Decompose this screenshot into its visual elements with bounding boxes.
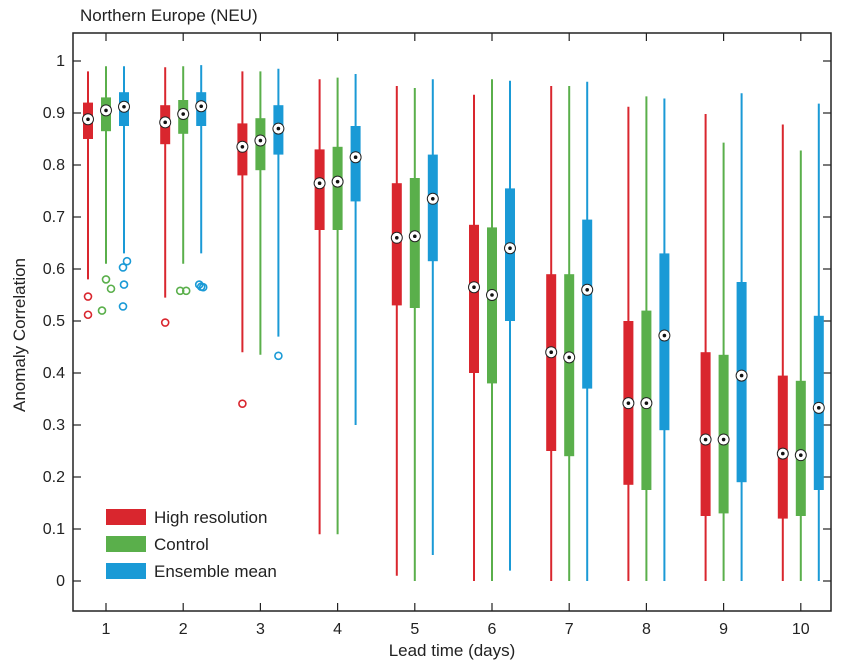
high-resolution-outlier <box>238 399 247 408</box>
y-tick-label: 0.7 <box>43 209 65 226</box>
x-tick-label: 5 <box>410 621 419 638</box>
x-axis-label: Lead time (days) <box>388 641 516 660</box>
ensemble-mean-box <box>659 253 670 431</box>
ensemble-mean-median-dot <box>662 333 667 338</box>
legend-swatch-ensemble-mean <box>106 563 146 579</box>
y-tick-label: 0.5 <box>43 313 65 330</box>
x-tick-label: 1 <box>102 621 111 638</box>
ensemble-mean-box <box>350 126 361 202</box>
control-median-dot <box>335 179 340 184</box>
high-resolution-box <box>391 183 402 306</box>
y-tick-label: 0.4 <box>43 365 65 382</box>
ensemble-mean-outlier <box>119 280 129 289</box>
control-median-dot <box>104 108 108 113</box>
legend-swatch-high-resolution <box>106 509 146 525</box>
control-median-dot <box>413 234 417 239</box>
high-resolution-outlier <box>83 292 93 301</box>
high-resolution-box <box>314 149 325 230</box>
high-resolution-median-dot <box>703 437 708 442</box>
control-median-dot <box>644 401 649 405</box>
ensemble-mean-outlier <box>198 282 208 292</box>
high-resolution-median-dot <box>317 181 322 185</box>
box-series <box>82 65 825 581</box>
control-median-dot <box>181 112 185 116</box>
ensemble-mean-median-dot <box>508 246 512 250</box>
x-tick-label: 2 <box>179 621 188 638</box>
legend-label-ensemble-mean: Ensemble mean <box>154 562 277 581</box>
x-tick-label: 9 <box>719 621 728 638</box>
control-median-dot <box>258 138 263 143</box>
legend: High resolution Control Ensemble mean <box>106 508 277 581</box>
control-box <box>409 178 420 308</box>
y-tick-label: 0.1 <box>43 521 65 538</box>
x-tick-label: 7 <box>565 621 574 638</box>
ensemble-mean-box <box>582 219 593 389</box>
y-tick-label: 0.6 <box>43 261 65 278</box>
high-resolution-median-dot <box>395 236 399 240</box>
ensemble-mean-median-dot <box>122 104 126 109</box>
y-tick-label: 1 <box>56 53 65 70</box>
x-tick-label: 6 <box>488 621 497 638</box>
y-tick-label: 0 <box>56 573 65 590</box>
control-median-dot <box>490 293 494 297</box>
high-resolution-median-dot <box>626 401 631 405</box>
ensemble-mean-median-dot <box>353 155 358 159</box>
ensemble-mean-median-dot <box>199 104 203 109</box>
high-resolution-outlier <box>160 318 170 327</box>
legend-label-control: Control <box>154 535 209 554</box>
high-resolution-median-dot <box>781 451 785 456</box>
control-median-dot <box>721 437 726 442</box>
ensemble-mean-box <box>427 154 438 262</box>
x-tick-label: 10 <box>792 621 810 638</box>
high-resolution-box <box>469 224 479 373</box>
control-box <box>332 146 343 230</box>
x-tick-label: 4 <box>333 621 342 638</box>
control-outlier <box>181 286 191 296</box>
y-tick-label: 0.3 <box>43 417 65 434</box>
plot-area <box>72 32 832 612</box>
control-median-dot <box>799 453 803 457</box>
ensemble-mean-median-dot <box>276 126 281 131</box>
ensemble-mean-median-dot <box>817 406 821 410</box>
ensemble-mean-outlier <box>118 263 128 272</box>
y-tick-label: 0.8 <box>43 157 65 174</box>
x-tick-label: 8 <box>642 621 651 638</box>
high-resolution-median-dot <box>549 350 553 355</box>
x-axis: 1 2 3 4 5 6 7 8 9 10 <box>102 33 810 638</box>
control-outlier <box>101 275 111 284</box>
control-outlier <box>97 306 107 315</box>
y-tick-label: 0.9 <box>43 105 65 122</box>
ensemble-mean-outlier <box>118 302 128 311</box>
ensemble-mean-median-dot <box>585 288 589 292</box>
control-outlier <box>106 284 116 294</box>
ensemble-mean-median-dot <box>431 197 435 201</box>
chart-title: Northern Europe (NEU) <box>80 6 258 25</box>
high-resolution-median-dot <box>472 285 476 290</box>
control-box <box>795 380 806 516</box>
ensemble-mean-outlier <box>274 351 283 361</box>
x-tick-label: 3 <box>256 621 265 638</box>
y-tick-label: 0.2 <box>43 469 65 486</box>
legend-swatch-control <box>106 536 146 552</box>
high-resolution-median-dot <box>240 145 245 149</box>
ensemble-mean-box <box>736 282 747 483</box>
control-median-dot <box>567 355 571 360</box>
high-resolution-median-dot <box>86 117 90 122</box>
ensemble-mean-outlier <box>122 256 132 266</box>
high-resolution-box <box>777 375 788 519</box>
high-resolution-outlier <box>83 310 93 320</box>
y-axis: 0 0.1 0.2 0.3 0.4 0.5 0.6 0.7 0.8 0.9 1 <box>43 53 831 590</box>
control-box <box>564 274 575 457</box>
ensemble-mean-box <box>505 188 515 321</box>
control-outlier <box>175 286 185 296</box>
high-resolution-median-dot <box>163 120 167 125</box>
ensemble-mean-median-dot <box>739 373 744 378</box>
legend-label-high-resolution: High resolution <box>154 508 267 527</box>
high-resolution-box <box>546 274 557 451</box>
control-box <box>487 227 497 384</box>
